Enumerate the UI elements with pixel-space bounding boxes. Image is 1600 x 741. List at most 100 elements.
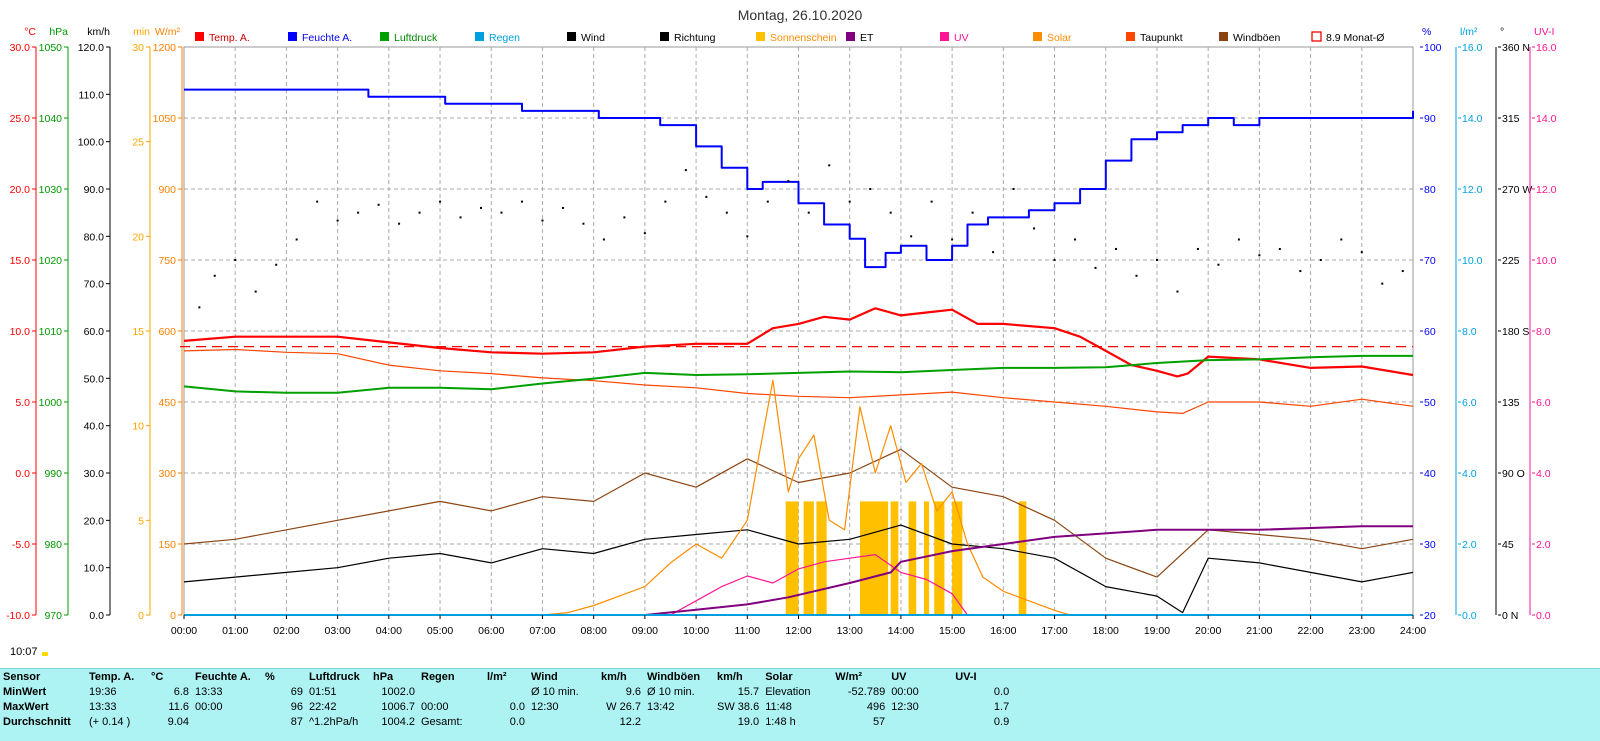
series-line-et (644, 525, 1413, 616)
axis-tick-label: 60.0 (84, 326, 105, 338)
stats-cell: 11:48 (765, 700, 792, 713)
sunshine-bar (923, 501, 930, 615)
wind-direction-point (602, 238, 605, 241)
legend-item: Regen (475, 32, 520, 44)
wind-direction-point (1217, 263, 1220, 266)
wind-direction-point (336, 219, 339, 222)
legend-swatch (567, 32, 576, 41)
axis-tick-label: 750 (158, 255, 176, 267)
wind-direction-point (377, 203, 380, 206)
legend-label: Windböen (1233, 32, 1280, 44)
x-tick-label: 13:00 (837, 625, 863, 637)
wind-direction-point (1196, 247, 1199, 250)
axis-tick-label: 70.0 (84, 279, 105, 291)
wind-direction-point (398, 222, 401, 225)
axis-tick-label: 20 (1424, 610, 1436, 622)
sunshine-bar (859, 501, 889, 615)
axis-tick-label: 30 (1424, 539, 1436, 551)
sunshine-bar (934, 501, 945, 615)
stats-cell: km/h (717, 670, 743, 683)
stats-cell: hPa (373, 670, 394, 683)
axis-tick-label: 120.0 (78, 42, 104, 54)
legend-label: Solar (1047, 32, 1072, 44)
axis-tick-label: 150 (158, 539, 176, 551)
stats-cell: Wind (531, 670, 558, 683)
series-line-wind (183, 524, 1414, 614)
stats-cell: Temp. A. (89, 670, 135, 683)
series-line-feuchte-a- (184, 88, 1414, 269)
stats-cell: 11.6 (168, 700, 189, 713)
stats-cell: 1:48 h (765, 715, 796, 728)
x-tick-label: 20:00 (1195, 625, 1221, 637)
wind-direction-point (746, 235, 749, 238)
stats-cell: 19:36 (89, 685, 117, 698)
stats-cell: 13:42 (647, 700, 675, 713)
axis-tick-label: 315 (1502, 113, 1520, 125)
stats-cell: MinWert (3, 685, 47, 698)
stats-cell: SW 38.6 (717, 700, 760, 713)
axis-tick-label: 1000 (39, 397, 63, 409)
stats-table: Sensor Temp. A. °C Feuchte A.% Luftdruck hPa R… (0, 669, 1012, 729)
axis-tick-label: 2.0 (1462, 539, 1477, 551)
axis-tick-label: 1050 (39, 42, 63, 54)
stats-cell: 00:00 (195, 700, 223, 713)
legend-swatch (288, 32, 297, 41)
wind-direction-point (500, 211, 503, 214)
stats-cell: 12:30 (891, 700, 919, 713)
stats-cell: 01:51 (309, 685, 337, 698)
legend-swatch (756, 32, 765, 41)
axis-tick-label: 10.0 (84, 563, 105, 575)
axis-tick-label: 16.0 (1536, 42, 1557, 54)
wind-direction-point (459, 216, 462, 219)
wind-direction-point (480, 206, 483, 209)
axis-tick-label: 225 (1502, 255, 1520, 267)
axis-unit: °C (24, 26, 36, 38)
legend-item: Luftdruck (380, 32, 438, 44)
wind-direction-point (439, 200, 442, 203)
stats-cell: W/m² (835, 670, 863, 683)
axis-tick-label: 10.0 (10, 326, 31, 338)
wind-direction-point (1319, 259, 1322, 261)
stats-cell: 1002.0 (381, 685, 415, 698)
legend-item: Richtung (660, 32, 716, 44)
axis-unit: UV-I (1534, 26, 1554, 38)
legend-label: Sonnenschein (770, 32, 837, 44)
wind-direction-point (951, 238, 954, 241)
legend-label: 8.9 Monat-Ø (1326, 32, 1384, 44)
time-marker-icon (42, 652, 48, 656)
series-line-solar (542, 379, 1071, 616)
stats-cell (888, 714, 952, 729)
axis-tick-label: 8.0 (1536, 326, 1551, 338)
wind-direction-point (766, 200, 769, 203)
wind-direction-point (254, 290, 257, 293)
x-tick-label: 02:00 (273, 625, 299, 637)
stats-cell: l/m² (487, 670, 507, 683)
axis-tick-label: 1020 (39, 255, 63, 267)
stats-panel: Sensor Temp. A. °C Feuchte A.% Luftdruck hPa R… (0, 668, 1600, 741)
axis-tick-label: 990 (44, 468, 62, 480)
axis-tick-label: 4.0 (1536, 468, 1551, 480)
legend-item: 8.9 Monat-Ø (1311, 31, 1384, 44)
axis-tick-label: 20.0 (84, 515, 105, 527)
axis-tick-label: 0 (138, 610, 144, 622)
stats-cell: 1004.2 (381, 715, 415, 728)
stats-cell: Ø 10 min. (531, 685, 579, 698)
axis-tick-label: 20 (132, 231, 144, 243)
wind-direction-point (1237, 238, 1240, 241)
wind-direction-point (1155, 259, 1158, 261)
legend-swatch (1219, 32, 1228, 41)
sunshine-bar (816, 501, 827, 615)
axis-tick-label: -5.0 (12, 539, 30, 551)
stats-cell: km/h (601, 670, 627, 683)
axis-tick-label: 80 (1424, 184, 1436, 196)
legend-label: Wind (581, 32, 605, 44)
axis-tick-label: 300 (158, 468, 176, 480)
legend-label: UV (954, 32, 969, 44)
sunshine-bars (785, 501, 1027, 615)
axis-tick-label: 450 (158, 397, 176, 409)
axis-tick-label: 40.0 (84, 421, 105, 433)
wind-direction-point (705, 195, 708, 198)
wind-direction-point (1299, 270, 1302, 273)
x-tick-label: 16:00 (990, 625, 1016, 637)
wind-direction-point (1114, 247, 1117, 250)
